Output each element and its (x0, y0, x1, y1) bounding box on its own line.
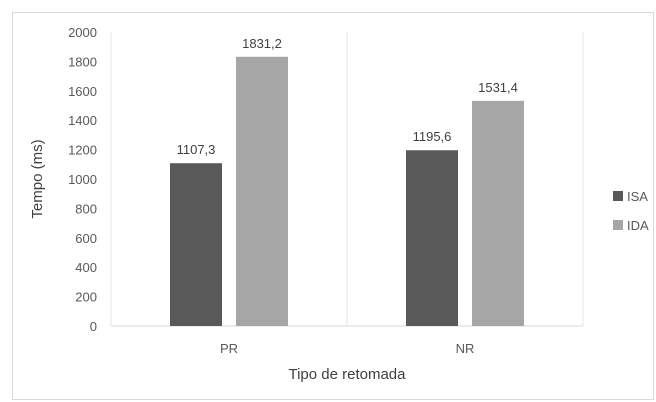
x-tick-label: PR (220, 341, 238, 356)
y-tick-label: 1400 (68, 113, 97, 128)
bars: 1107,3 1831,2 1195,6 1531,4 (170, 36, 524, 326)
legend-label-isa: ISA (627, 189, 648, 204)
y-tick-label: 1200 (68, 143, 97, 158)
gridlines (110, 32, 584, 326)
y-tick-label: 200 (75, 290, 97, 305)
legend-label-ida: IDA (627, 218, 649, 233)
bar-isa-pr (170, 163, 222, 326)
y-axis-ticks: 0 200 400 600 800 1000 1200 1400 1600 1800 2000 (68, 25, 97, 334)
bar-ida-nr (472, 100, 524, 326)
data-label: 1531,4 (478, 80, 518, 95)
data-label: 1107,3 (177, 142, 216, 157)
bar-ida-pr (236, 56, 288, 326)
x-axis-title: Tipo de retomada (288, 366, 406, 383)
legend-swatch-ida (613, 220, 623, 230)
y-tick-label: 1600 (68, 84, 97, 99)
y-tick-label: 800 (75, 201, 97, 216)
data-label: 1195,6 (413, 129, 452, 144)
chart-frame (12, 12, 654, 400)
x-tick-label: NR (456, 341, 475, 356)
legend-swatch-isa (613, 191, 623, 201)
x-axis-ticks: PR NR (220, 341, 474, 356)
legend: ISA IDA (613, 189, 649, 233)
y-tick-label: 600 (75, 231, 97, 246)
y-tick-label: 1800 (68, 54, 97, 69)
y-axis-title: Tempo (ms) (29, 139, 46, 218)
data-label: 1831,2 (242, 36, 282, 51)
y-tick-label: 400 (75, 260, 97, 275)
y-tick-label: 1000 (68, 172, 97, 187)
y-tick-label: 2000 (68, 25, 97, 40)
bar-isa-nr (406, 150, 458, 326)
y-tick-label: 0 (90, 319, 97, 334)
